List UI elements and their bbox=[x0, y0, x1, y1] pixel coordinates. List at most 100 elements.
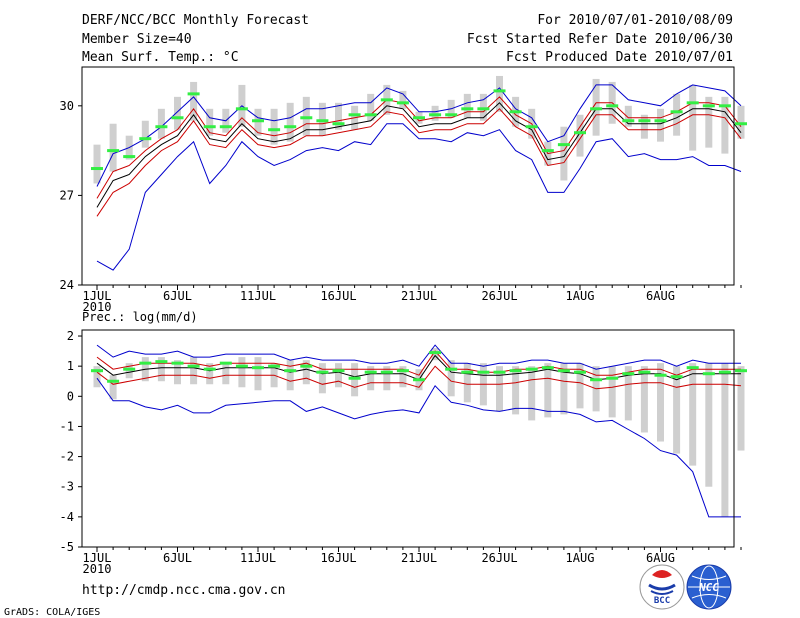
precip-y-tick-label: -2 bbox=[60, 450, 74, 464]
temp-median-marker bbox=[574, 131, 586, 135]
temp-median-marker bbox=[348, 113, 361, 117]
temp-median-marker bbox=[654, 119, 667, 123]
precip-range-bar bbox=[737, 366, 745, 451]
temp-median-marker bbox=[332, 122, 345, 126]
produced-date: Fcst Produced Date 2010/07/01 bbox=[506, 50, 733, 65]
precip-median-marker bbox=[107, 379, 120, 383]
precip-blue-upper-line bbox=[96, 344, 741, 370]
temp-range-bar bbox=[640, 114, 648, 139]
precip-range-bar bbox=[367, 366, 375, 391]
precip-median-marker bbox=[187, 364, 200, 368]
temp-median-marker bbox=[316, 119, 329, 123]
temp-median-marker bbox=[396, 101, 409, 105]
temp-range-bar bbox=[367, 93, 375, 121]
precip-range-bar bbox=[254, 357, 262, 391]
precip-range-bar bbox=[431, 348, 439, 361]
precip-median-marker bbox=[686, 366, 699, 370]
member-size: Member Size=40 bbox=[82, 32, 192, 47]
precip-median-marker bbox=[300, 364, 313, 368]
precip-median-marker bbox=[268, 364, 281, 368]
temp-median-marker bbox=[509, 110, 522, 114]
precip-median-marker bbox=[332, 369, 345, 373]
precip-range-bar bbox=[335, 363, 342, 388]
temp-median-marker bbox=[91, 167, 103, 171]
precip-y-tick-label: -5 bbox=[60, 540, 74, 554]
precip-range-bar bbox=[318, 363, 326, 394]
temp-median-marker bbox=[445, 113, 458, 117]
precip-range-bar bbox=[399, 366, 407, 388]
temp-range-bar bbox=[689, 84, 697, 151]
precip-range-bar bbox=[238, 357, 246, 388]
precip-median-marker bbox=[203, 367, 216, 371]
temp-black-mean-line bbox=[96, 102, 742, 208]
temp-range-bar bbox=[157, 108, 165, 139]
temp-x-tick-label: 6AUG bbox=[646, 289, 675, 303]
precip-range-bar bbox=[125, 363, 133, 379]
temp-y-tick-label: 27 bbox=[60, 188, 74, 202]
precip-y-tick-label: 0 bbox=[67, 389, 74, 403]
temp-range-bar bbox=[496, 75, 503, 112]
precip-range-bar bbox=[496, 366, 503, 412]
precip-x-tick-label: 21JUL bbox=[401, 551, 437, 565]
temp-median-marker bbox=[268, 128, 281, 132]
temp-x-tick-label: 6JUL bbox=[163, 289, 192, 303]
temp-range-bar bbox=[657, 108, 664, 142]
precip-median-marker bbox=[284, 369, 297, 373]
precip-red-lower-line bbox=[96, 365, 742, 390]
precip-median-marker bbox=[509, 369, 522, 373]
temp-range-bar bbox=[576, 114, 584, 157]
precip-range-bar bbox=[721, 363, 729, 517]
temp-median-marker bbox=[557, 143, 570, 147]
temp-range-bar bbox=[335, 102, 342, 130]
temp-median-marker bbox=[590, 107, 603, 111]
precip-x-tick-label: 1AUG bbox=[566, 551, 595, 565]
precip-median-marker bbox=[670, 375, 683, 379]
temp-x-year-label: 2010 bbox=[83, 300, 112, 314]
variable-label: Mean Surf. Temp.: °C bbox=[82, 50, 239, 65]
precip-x-tick-label: 26JUL bbox=[481, 551, 517, 565]
precip-median-marker bbox=[606, 376, 619, 380]
precip-median-marker bbox=[123, 367, 136, 371]
temp-median-marker bbox=[380, 98, 393, 102]
precip-range-bar bbox=[576, 363, 584, 409]
temp-range-bar bbox=[174, 96, 181, 130]
precip-median-marker bbox=[252, 366, 264, 370]
temp-range-bar bbox=[560, 126, 568, 181]
temp-range-bar bbox=[270, 108, 278, 145]
precip-x-tick-label: 6AUG bbox=[646, 551, 675, 565]
forecast-period: For 2010/07/01-2010/08/09 bbox=[537, 13, 733, 28]
precip-median-marker bbox=[735, 369, 747, 373]
temp-x-tick-label: 1JUL bbox=[83, 289, 112, 303]
precip-median-marker bbox=[654, 373, 667, 377]
precip-range-bar bbox=[190, 357, 198, 385]
temp-range-bar bbox=[286, 102, 294, 142]
precip-x-tick-label: 1JUL bbox=[83, 551, 112, 565]
website-url[interactable]: http://cmdp.ncc.cma.gov.cn bbox=[82, 583, 286, 598]
temp-median-marker bbox=[171, 116, 184, 120]
temp-median-marker bbox=[364, 113, 377, 117]
precip-range-bar bbox=[560, 363, 568, 415]
precip-range-bar bbox=[206, 363, 214, 385]
temp-median-marker bbox=[493, 89, 506, 93]
precip-median-marker bbox=[316, 370, 329, 374]
precip-range-bar bbox=[157, 357, 165, 382]
temp-median-marker bbox=[413, 116, 425, 120]
ncc-logo-text: NCC bbox=[698, 581, 719, 594]
temp-median-marker bbox=[235, 107, 248, 111]
temp-median-marker bbox=[718, 104, 731, 108]
precip-y-tick-label: 2 bbox=[67, 329, 74, 343]
precip-range-bar bbox=[624, 366, 632, 421]
precip-y-tick-label: -3 bbox=[60, 480, 74, 494]
temp-range-bar bbox=[705, 96, 713, 148]
precip-range-bar bbox=[673, 366, 681, 454]
temp-median-marker bbox=[686, 101, 699, 105]
temp-median-marker bbox=[139, 137, 152, 141]
precip-median-marker bbox=[235, 364, 248, 368]
precip-y-tick-label: 1 bbox=[67, 359, 74, 373]
temp-median-marker bbox=[638, 119, 651, 123]
temp-median-marker bbox=[123, 155, 136, 159]
precip-x-tick-label: 11JUL bbox=[240, 551, 276, 565]
temp-x-tick-label: 21JUL bbox=[401, 289, 437, 303]
precip-range-bar bbox=[109, 375, 117, 400]
